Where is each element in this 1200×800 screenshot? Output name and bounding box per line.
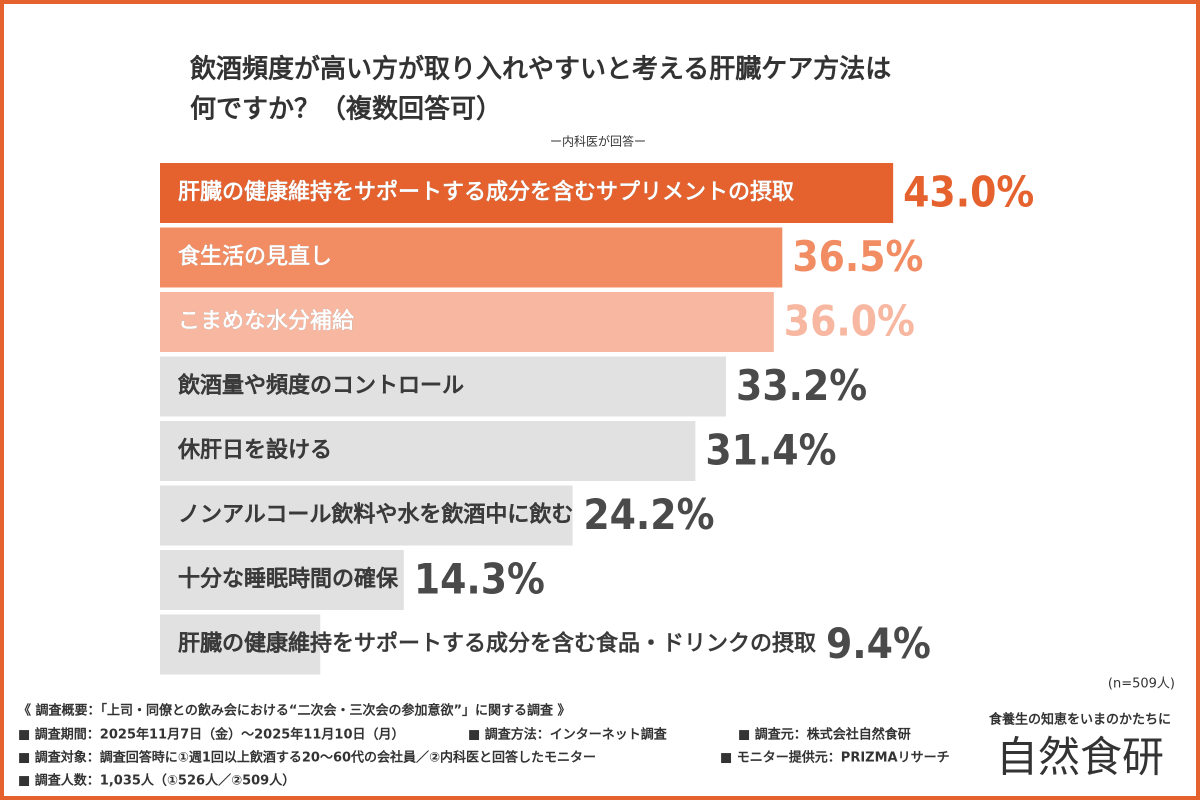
bar bbox=[160, 421, 696, 481]
bar-label: 肝臓の健康維持をサポートする成分を含むサプリメントの摂取 bbox=[178, 179, 794, 205]
chart-title: 何ですか？（複数回答可） bbox=[190, 94, 502, 125]
bar-label: 十分な睡眠時間の確保 bbox=[178, 566, 399, 592]
bar-label: 食生活の見直し bbox=[178, 244, 332, 270]
brand-logo: 自然食研 bbox=[996, 733, 1164, 782]
bar bbox=[160, 356, 727, 417]
survey-item: ■ 調査期間：2025年11月7日（金）〜2025年11月10日（月） bbox=[18, 727, 405, 743]
bar-label: こまめな水分補給 bbox=[178, 308, 355, 334]
value-label: 33.2% bbox=[736, 361, 867, 410]
value-label: 43.0% bbox=[903, 168, 1034, 217]
bar-label: 十分な睡眠時間の確保 bbox=[178, 566, 399, 592]
bar-label: ノンアルコール飲料や水を飲酒中に飲む bbox=[178, 502, 573, 528]
value-label: 36.0% bbox=[784, 297, 915, 346]
value-label: 9.4% bbox=[826, 619, 931, 668]
bar-label: 肝臓の健康維持をサポートする成分を含む食品・ドリンクの摂取 bbox=[178, 631, 816, 657]
bar-label: 肝臓の健康維持をサポートする成分を含むサプリメントの摂取 bbox=[178, 179, 794, 205]
bar-label: 肝臓の健康維持をサポートする成分を含む食品・ドリンクの摂取 bbox=[178, 631, 816, 657]
survey-heading: 《 調査概要：「上司・同僚との飲み会における“二次会・三次会の参加意欲”」に関す… bbox=[18, 703, 571, 719]
bar-label: 飲酒量や頻度のコントロール bbox=[177, 373, 464, 399]
bar-label: 飲酒量や頻度のコントロール bbox=[177, 373, 464, 399]
survey-item: ■ モニター提供元：PRIZMAリサーチ bbox=[720, 750, 950, 766]
bar-label: 食生活の見直し bbox=[178, 244, 332, 270]
value-label: 14.3% bbox=[414, 555, 545, 604]
bar bbox=[160, 292, 774, 352]
bar bbox=[160, 550, 404, 610]
bar-label: 休肝日を設ける bbox=[177, 437, 332, 463]
survey-item: ■ 調査元：株式会社自然食研 bbox=[738, 727, 911, 743]
bar bbox=[160, 614, 321, 675]
bar-label: こまめな水分補給 bbox=[178, 308, 355, 334]
survey-item: ■ 調査人数：1,035人（①526人／②509人） bbox=[18, 773, 295, 789]
brand-tagline: 食養生の知恵をいまのかたちに bbox=[989, 712, 1171, 728]
bar bbox=[160, 227, 783, 288]
value-label: 31.4% bbox=[705, 426, 836, 475]
bar bbox=[160, 163, 894, 223]
value-label: 36.5% bbox=[792, 232, 923, 281]
chart-title: 飲酒頻度が高い方が取り入れやすいと考える肝臓ケア方法は bbox=[189, 54, 891, 85]
bar-label: 休肝日を設ける bbox=[177, 437, 332, 463]
survey-item: ■ 調査方法：インターネット調査 bbox=[468, 727, 668, 743]
survey-item: ■ 調査対象：調査回答時に①週1回以上飲酒する20～60代の会社員／②内科医と回… bbox=[18, 750, 596, 766]
chart-subtitle: ー内科医が回答ー bbox=[550, 134, 646, 149]
sample-note: (n=509人) bbox=[1108, 677, 1175, 692]
value-label: 24.2% bbox=[583, 490, 714, 539]
bar-label: ノンアルコール飲料や水を飲酒中に飲む bbox=[178, 502, 573, 528]
bar bbox=[160, 485, 573, 546]
